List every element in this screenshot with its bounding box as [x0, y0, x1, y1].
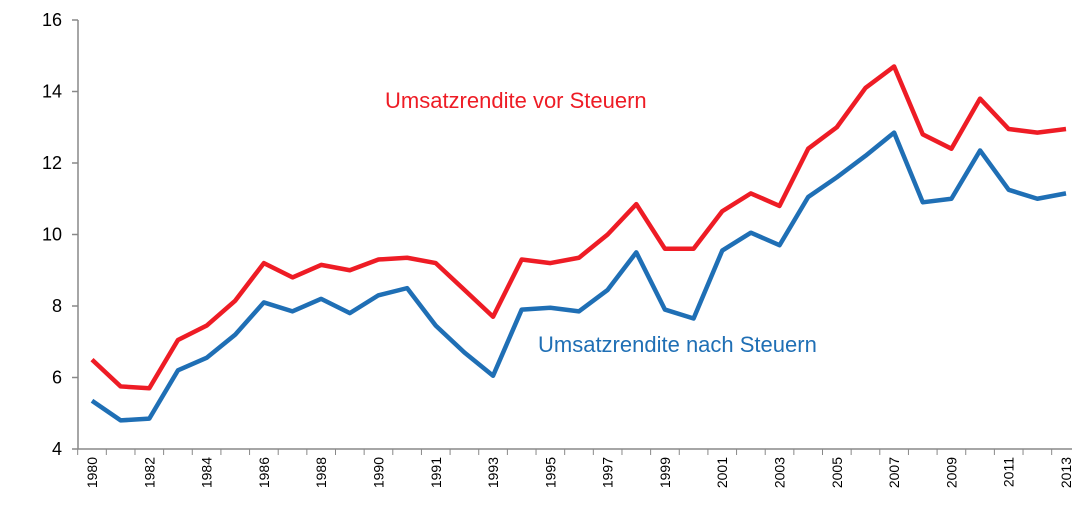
x-tick-label: 1995	[542, 457, 558, 488]
y-tick-label: 8	[52, 296, 62, 316]
x-tick-label: 1984	[199, 457, 215, 488]
x-tick-label: 2003	[772, 457, 788, 488]
line-series	[90, 130, 1067, 423]
series-label: Umsatzrendite nach Steuern	[538, 332, 817, 357]
x-tick-label: 2011	[1001, 457, 1017, 487]
x-tick-label: 2009	[943, 457, 959, 488]
y-tick-label: 4	[52, 439, 62, 459]
y-tick-label: 16	[42, 10, 62, 30]
x-tick-label: 1990	[370, 457, 386, 488]
x-tick-label: 2005	[829, 457, 845, 488]
x-tick-label: 2013	[1058, 457, 1074, 488]
x-tick-label: 1999	[657, 457, 673, 488]
x-tick-label: 2001	[714, 457, 730, 488]
x-tick-label: 1986	[256, 457, 272, 488]
y-tick-label: 14	[42, 82, 62, 102]
x-tick-label: 2007	[886, 457, 902, 488]
series-label: Umsatzrendite vor Steuern	[385, 88, 647, 113]
x-tick-label: 1991	[428, 457, 444, 488]
x-tick-label: 1997	[600, 457, 616, 488]
x-tick-label: 1982	[141, 457, 157, 488]
x-tick-label: 1980	[84, 457, 100, 488]
x-tick-label: 1988	[313, 457, 329, 488]
x-tick-label: 1993	[485, 457, 501, 488]
y-tick-label: 6	[52, 368, 62, 388]
line-series	[90, 64, 1067, 391]
y-tick-label: 10	[42, 225, 62, 245]
y-tick-label: 12	[42, 153, 62, 173]
